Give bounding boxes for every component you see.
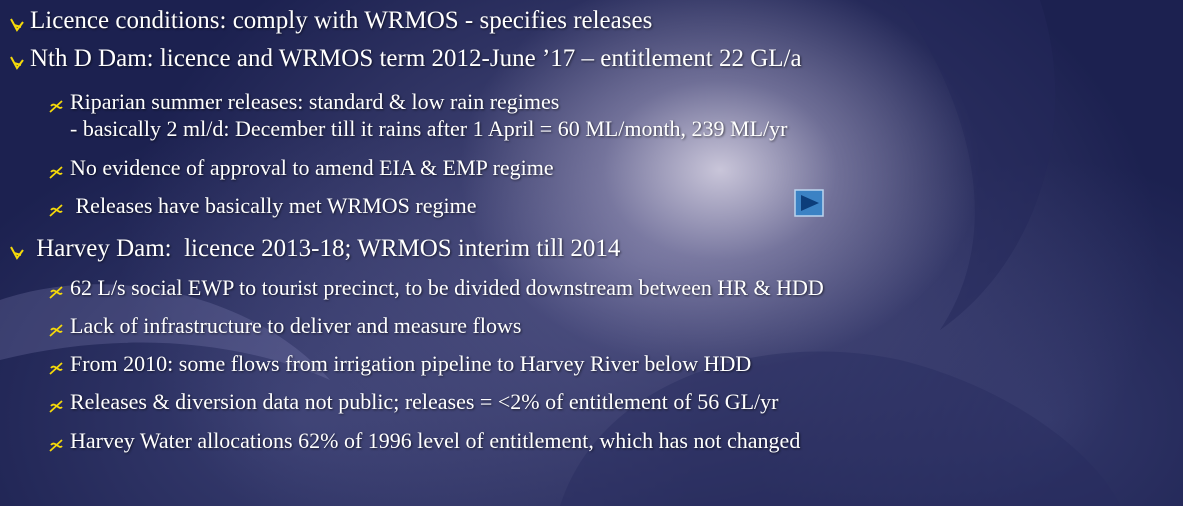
sub-bullet-text: From 2010: some flows from irrigation pi… <box>70 351 752 376</box>
bullet-text: Harvey Dam: licence 2013-18; WRMOS inter… <box>30 235 621 262</box>
bullet-icon <box>10 56 24 70</box>
swirl <box>560 351 1120 506</box>
sub-bullet-text: Harvey Water allocations 62% of 1996 lev… <box>70 428 801 453</box>
play-button[interactable] <box>794 189 824 217</box>
swirl <box>900 0 1056 330</box>
sub-bullet-icon <box>49 286 63 299</box>
sub-bullet-text: Riparian summer releases: standard & low… <box>70 89 560 114</box>
sub-bullet-icon <box>49 204 63 217</box>
sub-bullet-text: Releases have basically met WRMOS regime <box>70 193 477 218</box>
sub-bullet-text: No evidence of approval to amend EIA & E… <box>70 155 554 180</box>
sub-bullet-icon <box>49 166 63 179</box>
sub-bullet-text: - basically 2 ml/d: December till it rai… <box>70 116 788 141</box>
swirl <box>0 284 330 380</box>
sub-bullet-icon <box>49 100 63 113</box>
bullet-text: Nth D Dam: licence and WRMOS term 2012-J… <box>30 45 802 72</box>
bullet-icon <box>10 18 24 32</box>
bullet-text: Licence conditions: comply with WRMOS - … <box>30 7 653 34</box>
sub-bullet-icon <box>49 439 63 452</box>
sub-bullet-icon <box>49 324 63 337</box>
sub-bullet-text: Lack of infrastructure to deliver and me… <box>70 313 522 338</box>
bullet-icon <box>10 246 24 260</box>
sub-bullet-text: Releases & diversion data not public; re… <box>70 389 779 414</box>
sub-bullet-icon <box>49 400 63 413</box>
sub-bullet-icon <box>49 362 63 375</box>
sub-bullet-text: 62 L/s social EWP to tourist precinct, t… <box>70 275 824 300</box>
